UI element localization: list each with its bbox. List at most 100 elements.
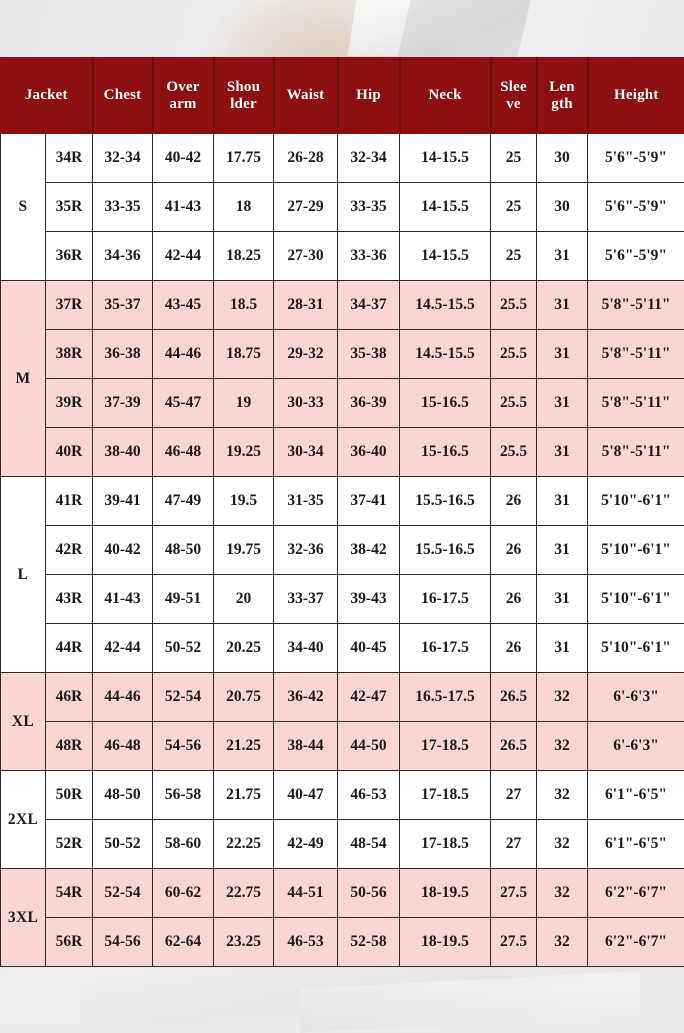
cell-height: 6'2"-6'7"	[588, 918, 684, 967]
cell-waist: 30-33	[274, 379, 338, 428]
cell-hip: 42-47	[338, 673, 400, 722]
cell-shoulder: 19.25	[214, 428, 274, 477]
cell-chest: 48-50	[93, 771, 153, 820]
cell-hip: 52-58	[338, 918, 400, 967]
cell-hip: 48-54	[338, 820, 400, 869]
cell-height: 5'8"-5'11"	[588, 330, 684, 379]
cell-sleeve: 26	[491, 526, 537, 575]
cell-hip: 39-43	[338, 575, 400, 624]
column-header-hip-line1: Hip	[339, 87, 399, 103]
cell-height: 5'8"-5'11"	[588, 281, 684, 330]
cell-jacket: 39R	[46, 379, 93, 428]
cell-length: 31	[537, 281, 588, 330]
column-header-neck-line1: Neck	[401, 87, 490, 103]
cell-jacket: 48R	[46, 722, 93, 771]
cell-length: 32	[537, 673, 588, 722]
cell-sleeve: 25	[491, 183, 537, 232]
cell-hip: 37-41	[338, 477, 400, 526]
cell-hip: 40-45	[338, 624, 400, 673]
cell-chest: 38-40	[93, 428, 153, 477]
cell-length: 31	[537, 624, 588, 673]
cell-waist: 38-44	[274, 722, 338, 771]
cell-jacket: 37R	[46, 281, 93, 330]
cell-chest: 44-46	[93, 673, 153, 722]
cell-sleeve: 25	[491, 134, 537, 183]
cell-overarm: 58-60	[153, 820, 214, 869]
cell-jacket: 35R	[46, 183, 93, 232]
cell-jacket: 52R	[46, 820, 93, 869]
cell-sleeve: 26.5	[491, 673, 537, 722]
cell-neck: 18-19.5	[400, 918, 491, 967]
cell-overarm: 42-44	[153, 232, 214, 281]
cell-sleeve: 25.5	[491, 281, 537, 330]
cell-overarm: 56-58	[153, 771, 214, 820]
cell-hip: 33-35	[338, 183, 400, 232]
size-label-m: M	[1, 281, 46, 477]
cell-height: 6'2"-6'7"	[588, 869, 684, 918]
column-header-neck: Neck	[400, 58, 491, 134]
cell-waist: 33-37	[274, 575, 338, 624]
cell-height: 6'1"-6'5"	[588, 820, 684, 869]
cell-jacket: 50R	[46, 771, 93, 820]
cell-jacket: 34R	[46, 134, 93, 183]
cell-overarm: 40-42	[153, 134, 214, 183]
column-header-overarm-line2: arm	[154, 96, 213, 112]
cell-shoulder: 22.25	[214, 820, 274, 869]
cell-height: 5'6"-5'9"	[588, 232, 684, 281]
cell-neck: 14-15.5	[400, 183, 491, 232]
cell-waist: 34-40	[274, 624, 338, 673]
cell-chest: 52-54	[93, 869, 153, 918]
column-header-height-line1: Height	[589, 87, 684, 103]
column-header-overarm-line1: Over	[154, 79, 213, 95]
size-label-2xl: 2XL	[1, 771, 46, 869]
column-header-length-line1: Len	[538, 79, 587, 95]
cell-chest: 46-48	[93, 722, 153, 771]
cell-height: 5'10"-6'1"	[588, 575, 684, 624]
cell-height: 5'8"-5'11"	[588, 379, 684, 428]
cell-waist: 40-47	[274, 771, 338, 820]
cell-jacket: 40R	[46, 428, 93, 477]
cell-overarm: 54-56	[153, 722, 214, 771]
cell-hip: 33-36	[338, 232, 400, 281]
cell-overarm: 43-45	[153, 281, 214, 330]
cell-chest: 40-42	[93, 526, 153, 575]
cell-shoulder: 21.25	[214, 722, 274, 771]
column-header-jacket-line1: Jacket	[1, 87, 92, 103]
cell-height: 6'-6'3"	[588, 673, 684, 722]
photo-jacket-shoulder	[397, 0, 530, 58]
cell-waist: 31-35	[274, 477, 338, 526]
column-header-waist-line1: Waist	[275, 87, 337, 103]
cell-neck: 14.5-15.5	[400, 281, 491, 330]
cell-jacket: 38R	[46, 330, 93, 379]
cell-overarm: 62-64	[153, 918, 214, 967]
cell-height: 5'10"-6'1"	[588, 624, 684, 673]
cell-neck: 17-18.5	[400, 722, 491, 771]
cell-neck: 15.5-16.5	[400, 526, 491, 575]
size-label-xl: XL	[1, 673, 46, 771]
cell-overarm: 60-62	[153, 869, 214, 918]
cell-hip: 34-37	[338, 281, 400, 330]
cell-chest: 41-43	[93, 575, 153, 624]
column-header-sleeve-line2: ve	[492, 96, 536, 112]
cell-overarm: 41-43	[153, 183, 214, 232]
cell-shoulder: 19	[214, 379, 274, 428]
cell-shoulder: 18.25	[214, 232, 274, 281]
cell-sleeve: 27	[491, 771, 537, 820]
cell-overarm: 44-46	[153, 330, 214, 379]
cell-overarm: 50-52	[153, 624, 214, 673]
cell-waist: 32-36	[274, 526, 338, 575]
cell-height: 5'6"-5'9"	[588, 134, 684, 183]
cell-jacket: 54R	[46, 869, 93, 918]
cell-waist: 44-51	[274, 869, 338, 918]
